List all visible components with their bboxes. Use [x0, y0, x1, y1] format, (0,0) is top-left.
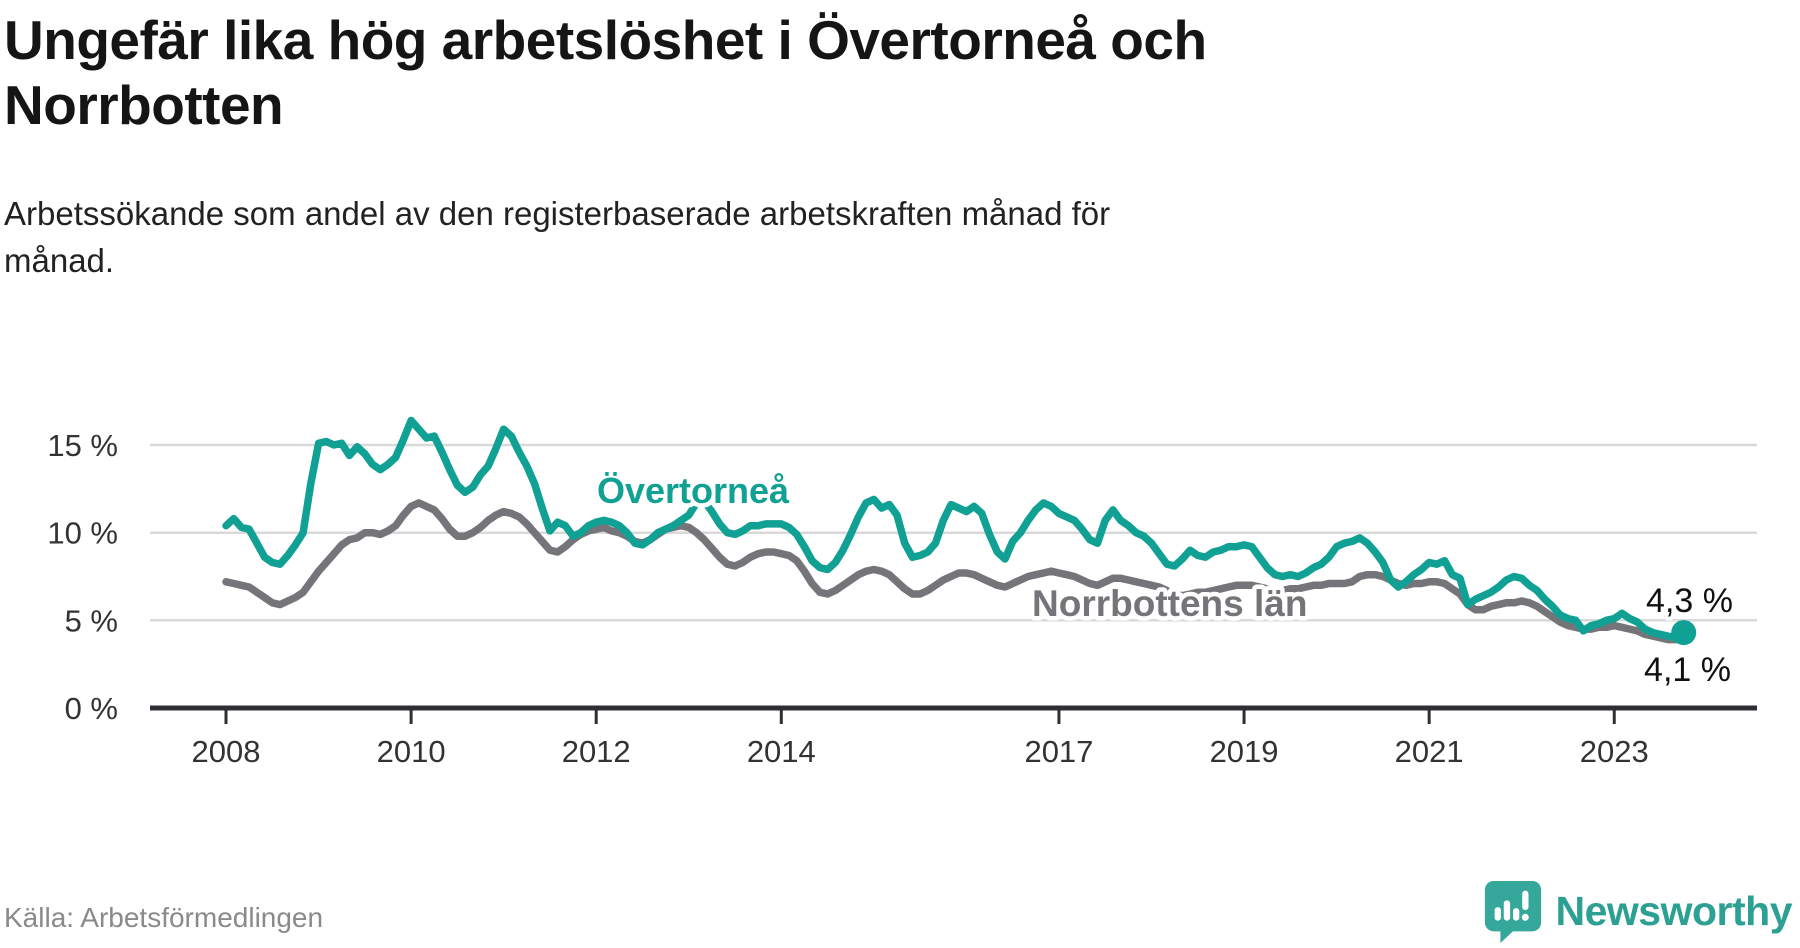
newsworthy-logo: Newsworthy — [1482, 878, 1793, 944]
bar-2 — [1503, 900, 1510, 921]
y-tick-label-15: 15 % — [47, 428, 118, 463]
y-tick-label-10: 10 % — [47, 516, 118, 551]
x-tick-label-2008: 2008 — [192, 734, 261, 769]
x-tick-label-2023: 2023 — [1580, 734, 1649, 769]
exclamation-stem — [1521, 890, 1528, 911]
y-tick-label-5: 5 % — [65, 603, 118, 638]
series-end-value-overtornea: 4,3 % — [1646, 582, 1733, 620]
bar-1 — [1494, 907, 1501, 921]
x-tick-label-2010: 2010 — [377, 734, 446, 769]
x-tick-label-2014: 2014 — [747, 734, 816, 769]
page-title-line1: Ungefär lika hög arbetslöshet i Övertorn… — [4, 9, 1207, 71]
bar-3 — [1512, 908, 1519, 921]
chart-subtitle: Arbetssökande som andel av den registerb… — [4, 190, 1474, 284]
series-line-norrbotten — [222, 499, 1688, 644]
y-tick-label-0: 0 % — [65, 691, 118, 726]
newsworthy-logo-icon — [1484, 880, 1541, 943]
source-note: Källa: Arbetsförmedlingen — [4, 902, 324, 933]
series-label-norrbotten: Norrbottens län — [1032, 583, 1307, 624]
series-line-overtornea — [222, 416, 1688, 642]
x-tick-label-2019: 2019 — [1210, 734, 1279, 769]
chart-subtitle-line1: Arbetssökande som andel av den registerb… — [4, 195, 1111, 232]
page-title: Ungefär lika hög arbetslöshet i Övertorn… — [4, 8, 1444, 138]
exclamation-dot — [1521, 913, 1529, 921]
series-label-overtornea: Övertorneå — [597, 470, 790, 511]
x-tick-label-2012: 2012 — [562, 734, 631, 769]
chart-subtitle-line2: månad. — [4, 242, 115, 279]
page-title-line2: Norrbotten — [4, 74, 284, 136]
x-tick-label-2021: 2021 — [1395, 734, 1464, 769]
brand-name: Newsworthy — [1555, 887, 1793, 934]
x-tick-label-2017: 2017 — [1024, 734, 1093, 769]
series-end-dot-overtornea — [1671, 620, 1697, 646]
series-end-value-norrbotten: 4,1 % — [1644, 651, 1731, 689]
